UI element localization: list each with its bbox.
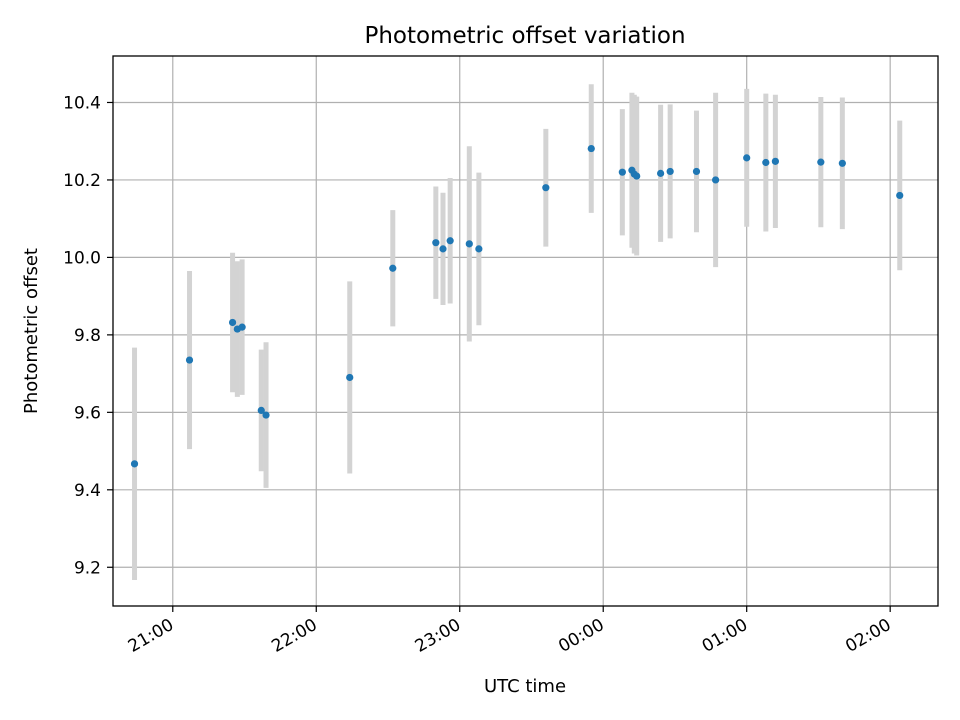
y-tick-label: 9.6 xyxy=(74,403,101,423)
data-point xyxy=(743,154,751,162)
data-point xyxy=(257,406,265,415)
data-point xyxy=(465,240,473,248)
data-point xyxy=(771,157,779,165)
y-axis-label: Photometric offset xyxy=(21,248,42,414)
data-point xyxy=(692,167,701,176)
data-point xyxy=(657,169,665,177)
data-point xyxy=(896,191,904,200)
x-axis-label: UTC time xyxy=(484,676,566,697)
plot-frame xyxy=(112,55,939,607)
data-point xyxy=(618,168,626,176)
data-point xyxy=(475,245,483,253)
data-point xyxy=(633,172,641,180)
y-tick-label: 10.2 xyxy=(63,171,101,191)
data-points xyxy=(130,144,904,468)
data-point xyxy=(228,318,237,327)
data-point xyxy=(439,245,447,253)
y-tick-label: 10.4 xyxy=(63,93,101,113)
data-point xyxy=(838,159,846,167)
data-point xyxy=(185,356,194,364)
y-tick-label: 10.0 xyxy=(63,248,101,268)
data-point xyxy=(346,373,354,382)
y-axis-ticks: 9.2 9.4 9.6 9.8 10.0 10.2 10.4 xyxy=(63,93,113,578)
data-point xyxy=(542,184,550,192)
data-point xyxy=(432,239,440,247)
y-tick-label: 9.8 xyxy=(74,326,101,346)
data-point xyxy=(130,460,139,468)
y-tick-label: 9.4 xyxy=(74,481,101,501)
y-tick-label: 9.2 xyxy=(74,558,101,578)
data-point xyxy=(262,411,270,419)
data-point xyxy=(587,144,595,153)
data-point xyxy=(666,167,674,176)
data-point xyxy=(712,176,720,184)
chart-title: Photometric offset variation xyxy=(364,23,685,49)
data-point xyxy=(238,323,246,331)
data-point xyxy=(762,158,770,167)
data-point xyxy=(446,237,454,245)
data-point xyxy=(817,158,825,166)
data-point xyxy=(389,264,397,272)
